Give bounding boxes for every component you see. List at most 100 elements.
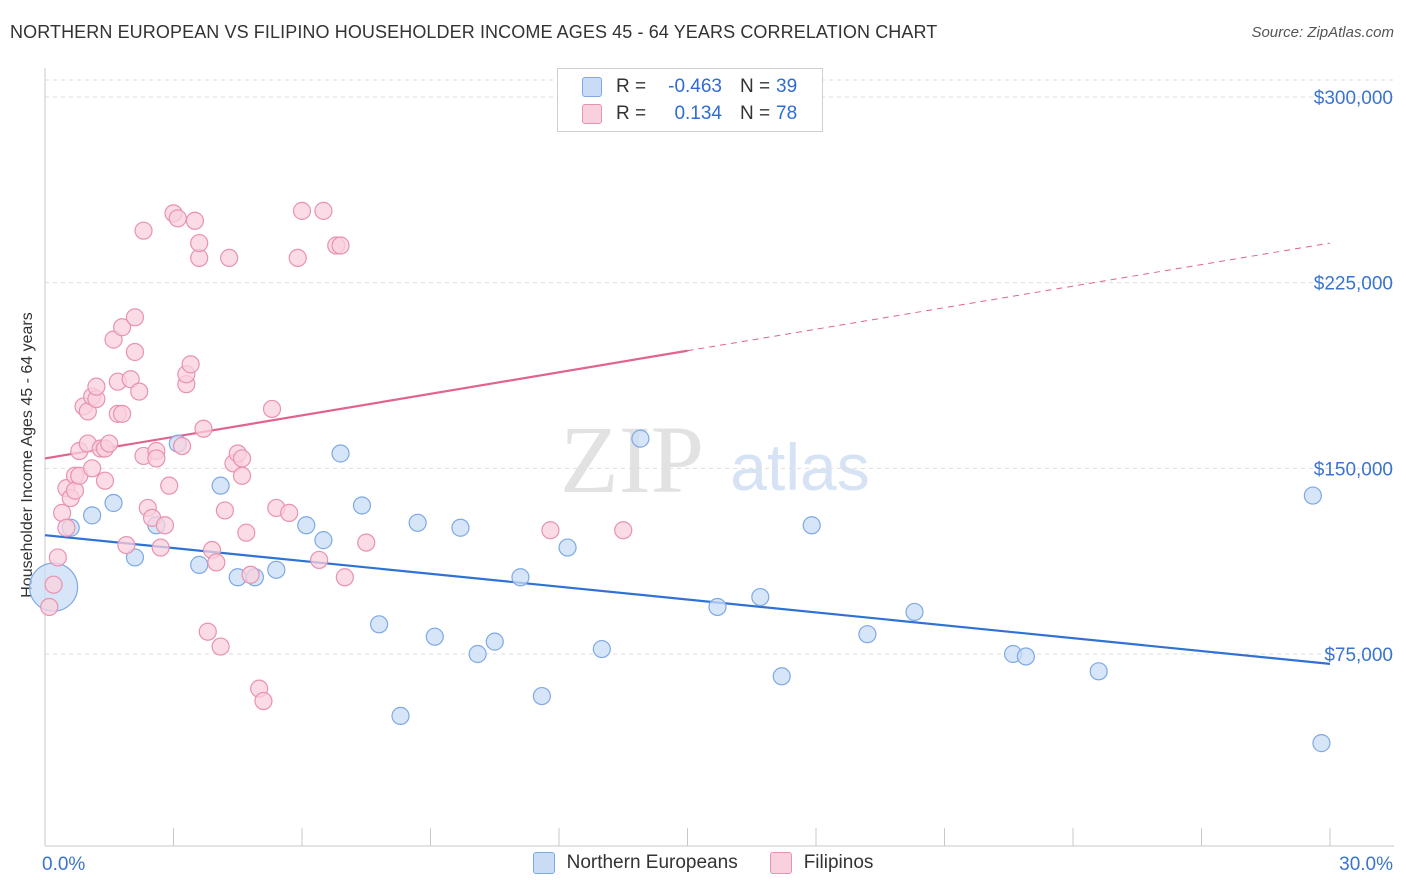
northern-european-trend-line bbox=[44, 534, 1331, 665]
northern-european-point bbox=[331, 444, 350, 463]
northern-european-point bbox=[190, 555, 209, 574]
filipino-point bbox=[160, 476, 179, 495]
legend-row-filipinos: R = 0.134 N = 78 bbox=[582, 102, 797, 126]
northern-european-point bbox=[211, 476, 230, 495]
y-tick-label: $150,000 bbox=[1314, 459, 1393, 480]
northern-european-point bbox=[267, 560, 286, 579]
filipino-point bbox=[155, 516, 175, 535]
watermark-zip: ZIP bbox=[560, 406, 704, 513]
series-legend-label: Northern Europeans bbox=[566, 852, 738, 873]
filipino-point bbox=[211, 637, 230, 656]
northern-european-point bbox=[1303, 486, 1322, 505]
filipino-point bbox=[220, 248, 239, 268]
filipino-point bbox=[125, 308, 145, 327]
northern-european-point bbox=[408, 513, 427, 532]
filipino-point bbox=[357, 533, 376, 552]
filipino-point bbox=[185, 211, 205, 230]
filipino-point bbox=[541, 521, 560, 540]
series-legend-filipinos[interactable]: Filipinos bbox=[769, 852, 873, 874]
northern-european-point bbox=[1016, 647, 1035, 666]
legend-r-value: 0.134 bbox=[674, 103, 722, 124]
legend-n-value: 39 bbox=[776, 76, 798, 97]
legend-n-label: N = bbox=[740, 103, 771, 124]
filipino-point bbox=[48, 548, 67, 567]
northern-european-point bbox=[772, 667, 791, 686]
x-tick-label: 0.0% bbox=[42, 854, 85, 875]
filipino-point bbox=[112, 404, 132, 423]
northern-european-point bbox=[391, 706, 410, 725]
filipino-point bbox=[614, 521, 633, 540]
northern-european-point bbox=[352, 496, 372, 515]
filipino-point bbox=[232, 449, 252, 468]
series-legend-northern-europeans[interactable]: Northern Europeans bbox=[532, 852, 738, 874]
northern-european-point bbox=[708, 597, 727, 617]
filipino-point bbox=[254, 691, 273, 711]
filipino-point bbox=[168, 209, 187, 228]
source-label: Source: ZipAtlas.com bbox=[1251, 24, 1394, 41]
filipino-point bbox=[262, 399, 282, 419]
filipino-point bbox=[121, 370, 140, 389]
filipino-point bbox=[87, 377, 106, 396]
northern-european-point bbox=[297, 516, 316, 535]
filipino-point bbox=[117, 535, 136, 555]
northern-european-point bbox=[751, 587, 770, 607]
northern-european-point bbox=[83, 506, 102, 525]
filipino-point bbox=[198, 622, 217, 641]
legend-row-northern-europeans: R = -0.463 N = 39 bbox=[582, 75, 797, 99]
filipino-point bbox=[237, 523, 256, 542]
series-swatch-pink bbox=[769, 852, 792, 874]
y-tick-label: $225,000 bbox=[1314, 274, 1393, 295]
filipino-point bbox=[125, 342, 145, 362]
northern-european-point bbox=[532, 686, 551, 706]
tick-labels: $75,000 $150,000 $225,000 $300,000 0.0% 30.0% bbox=[42, 88, 1393, 875]
filipino-point bbox=[331, 236, 350, 255]
northern-european-point bbox=[104, 493, 123, 513]
filipino-point bbox=[335, 568, 354, 587]
watermark: ZIP atlas bbox=[560, 406, 870, 513]
filipino-point bbox=[194, 419, 213, 438]
northern-european-point bbox=[425, 627, 444, 646]
legend-r-label: R = bbox=[616, 103, 647, 124]
axes bbox=[44, 68, 1394, 847]
series-swatch-blue bbox=[532, 852, 555, 874]
legend-swatch-pink bbox=[582, 104, 602, 124]
y-tick-label: $300,000 bbox=[1314, 88, 1393, 109]
filipino-point bbox=[57, 518, 76, 537]
northern-european-point bbox=[468, 644, 487, 664]
filipino-point bbox=[310, 550, 329, 570]
northern-european-point bbox=[858, 625, 877, 644]
northern-european-point bbox=[125, 548, 145, 567]
filipino-point bbox=[172, 436, 192, 456]
northern-european-point bbox=[802, 516, 821, 535]
legend-swatch-blue bbox=[582, 77, 602, 97]
filipino-trend-line bbox=[44, 349, 688, 460]
correlation-legend: R = -0.463 N = 39 R = 0.134 N = 78 bbox=[557, 68, 823, 132]
filipino-point bbox=[190, 233, 209, 253]
northern-european-point bbox=[370, 615, 389, 634]
filipino-point bbox=[130, 382, 149, 401]
legend-r-label: R = bbox=[616, 76, 647, 97]
filipino-point bbox=[181, 355, 200, 374]
filipino-point bbox=[280, 503, 299, 522]
filipino-point bbox=[314, 201, 333, 220]
filipino-point bbox=[83, 459, 102, 478]
legend-n-label: N = bbox=[740, 76, 771, 97]
filipino-point bbox=[288, 248, 307, 268]
filipino-point bbox=[95, 471, 115, 490]
northern-european-point bbox=[451, 518, 470, 537]
filipino-point bbox=[112, 318, 132, 337]
northern-european-point bbox=[485, 632, 504, 651]
trend-lines bbox=[44, 242, 1331, 665]
filipino-point bbox=[134, 221, 153, 240]
filipino-point bbox=[44, 575, 63, 594]
filipino-point bbox=[147, 449, 166, 468]
filipino-trend-extension bbox=[687, 242, 1331, 352]
northern-european-point bbox=[314, 531, 333, 550]
legend-r-value: -0.463 bbox=[668, 76, 722, 97]
filipino-point bbox=[40, 597, 59, 617]
filipino-point bbox=[241, 565, 260, 584]
filipino-point bbox=[292, 201, 312, 220]
x-tick-label: 30.0% bbox=[1339, 854, 1393, 875]
series-legend: Northern Europeans Filipinos bbox=[0, 852, 1406, 874]
